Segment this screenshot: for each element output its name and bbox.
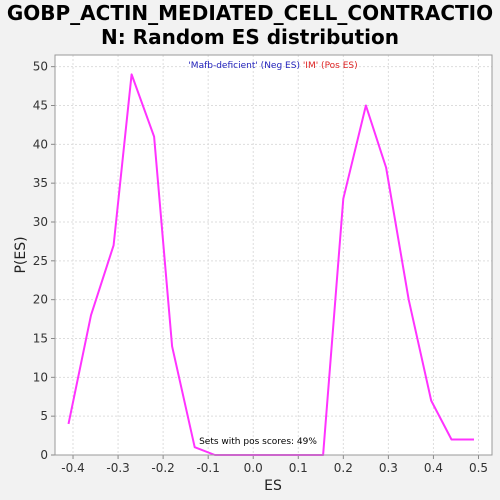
x-tick-label: 0.4 [424,461,443,475]
pos-scores-annotation: Sets with pos scores: 49% [199,437,317,447]
y-tick-label: 10 [33,370,48,384]
plot-border [54,54,493,456]
x-tick-label: 0.2 [334,461,353,475]
y-tick-label: 20 [33,293,48,307]
y-tick-label: 35 [33,176,48,190]
x-tick-label: -0.1 [196,461,219,475]
y-axis-label: P(ES) [13,236,29,273]
chart-title-line1: GOBP_ACTIN_MEDIATED_CELL_CONTRACTIO [7,1,493,25]
y-tick-label: 5 [40,409,48,423]
y-tick-label: 0 [40,448,48,462]
legend: 'Mafb-deficient' (Neg ES) 'IM' (Pos ES) [188,61,357,71]
x-tick-label: 0.3 [379,461,398,475]
y-tick-label: 45 [33,98,48,112]
legend-neg-es: 'Mafb-deficient' (Neg ES) [188,61,300,71]
y-tick-label: 30 [33,215,48,229]
x-axis-label: ES [264,478,282,494]
chart-title-line2: N: Random ES distribution [101,25,399,49]
plot-area [55,55,492,455]
legend-pos-es: 'IM' (Pos ES) [303,61,358,71]
y-tick-label: 25 [33,254,48,268]
x-tick-label: -0.4 [61,461,84,475]
x-tick-label: -0.3 [106,461,129,475]
x-tick-label: -0.2 [151,461,174,475]
x-tick-label: 0.1 [289,461,308,475]
grid-lines [55,55,492,456]
axis-ticks: 0 5 10 15 20 25 30 35 40 45 50 -0.4 -0.3 -0.2 -0.1 0.0 0… [33,60,488,475]
y-tick-label: 40 [33,137,48,151]
y-tick-label: 15 [33,331,48,345]
x-tick-label: 0.0 [244,461,263,475]
y-tick-label: 50 [33,60,48,74]
x-tick-label: 0.5 [469,461,488,475]
